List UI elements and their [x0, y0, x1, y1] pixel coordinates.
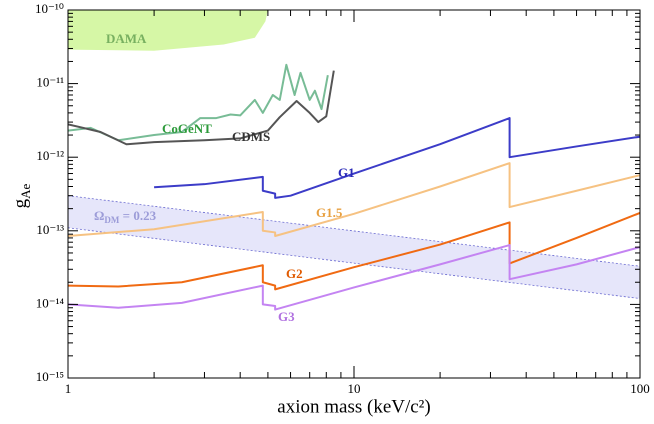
series-label: G1 [338, 165, 355, 180]
y-tick-label: 10⁻¹⁰ [35, 1, 64, 16]
band-label-text: = 0.23 [119, 208, 156, 223]
x-tick-label: 10 [348, 381, 361, 396]
band-label: ΩDM = 0.23 [94, 208, 157, 225]
line [154, 117, 640, 199]
series-label: G3 [278, 309, 295, 324]
band-label-symbol: Ω [94, 208, 104, 223]
y-tick-label: 10⁻¹⁴ [36, 295, 65, 310]
area [68, 10, 268, 51]
line [68, 244, 640, 311]
band-fill [68, 195, 640, 299]
y-tick-label: 10⁻¹¹ [36, 75, 64, 90]
band-label-subscript: DM [104, 215, 119, 225]
series-label: CoGeNT [162, 121, 212, 136]
line [68, 63, 329, 142]
line [68, 162, 640, 237]
y-tick-label: 10⁻¹² [36, 148, 64, 163]
band-lower [68, 227, 640, 299]
series-label: G2 [286, 266, 303, 281]
y-tick-label: 10⁻¹⁵ [36, 369, 64, 384]
plot-area [68, 10, 640, 311]
y-axis-label-main: g [10, 198, 31, 208]
x-axis-label: axion mass (keV/c²) [277, 396, 430, 417]
band-upper [68, 195, 640, 267]
y-axis-label-subscript: Ae [18, 183, 33, 198]
x-tick-label: 100 [630, 381, 650, 396]
line [68, 70, 335, 146]
series-label: CDMS [232, 129, 270, 144]
series-label: DAMA [106, 31, 147, 46]
x-tick-label: 1 [65, 381, 72, 396]
y-tick-label: 10⁻¹³ [36, 222, 64, 237]
axes-frame [67, 9, 641, 379]
y-axis-label: gAe [10, 183, 33, 208]
series-label: G1.5 [316, 205, 343, 220]
